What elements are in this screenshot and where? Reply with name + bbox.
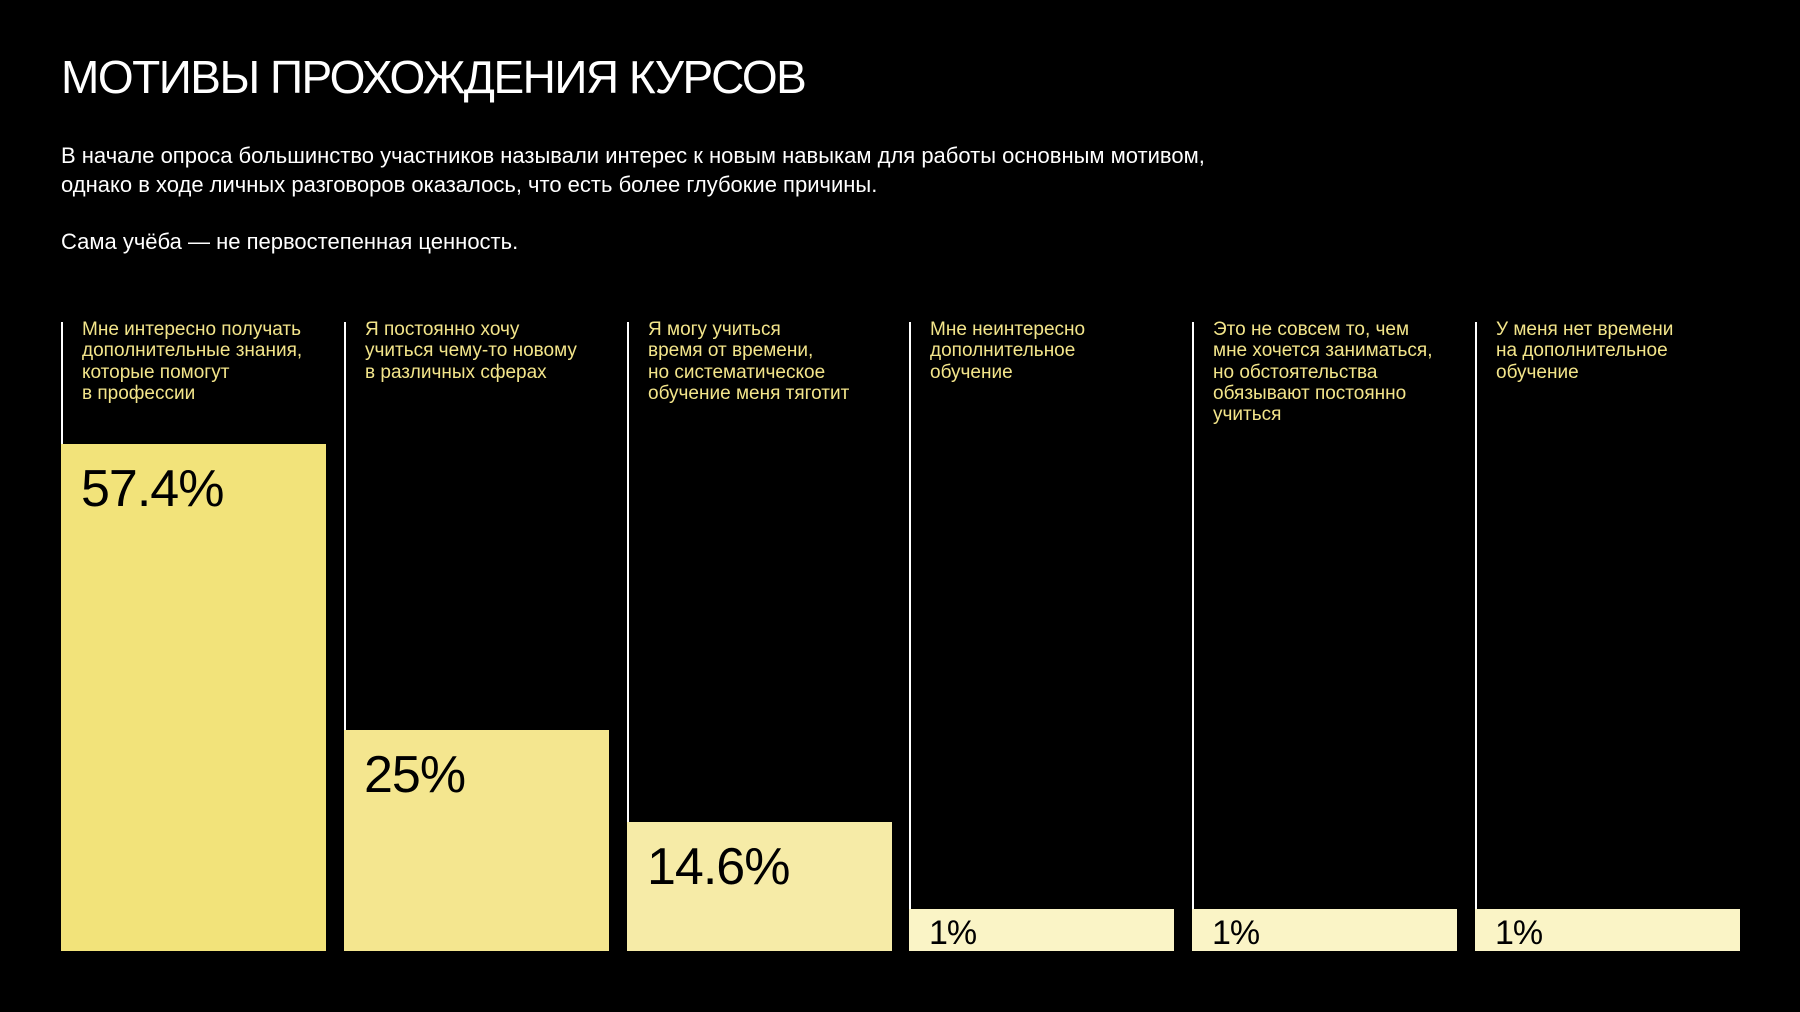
category-label-line: дополнительное — [930, 340, 1076, 362]
category-label-5: Это не совсем то, чем мне хочется занимат… — [1213, 319, 1456, 425]
bar-2 — [344, 730, 609, 951]
category-label-line: Это не совсем то, чем — [1213, 319, 1410, 340]
category-label-2: Я постоянно хочу учиться чему-то новому в … — [365, 319, 608, 383]
category-label-line: Мне интересно получать — [82, 319, 301, 340]
category-label-line: мне хочется заниматься, — [1213, 340, 1433, 362]
category-label-line: У меня нет времени — [1496, 319, 1674, 340]
category-label-3: Я могу учиться время от времени, но систем… — [648, 319, 891, 404]
category-label-line: но обстоятельства — [1213, 361, 1378, 383]
category-label-4: Мне неинтересно дополнительное обучение — [930, 319, 1173, 383]
category-label-6: У меня нет времени на дополнительное обуче… — [1496, 319, 1739, 383]
category-label-line: Мне неинтересно — [930, 319, 1086, 340]
category-label-line: которые помогут — [82, 361, 230, 383]
category-label-line: Я постоянно хочу — [365, 319, 520, 340]
bar-value-label-1: 57.4% — [81, 460, 224, 518]
column-divider-5 — [1192, 322, 1194, 910]
column-divider-1 — [61, 322, 63, 445]
category-label-1: Мне интересно получать дополнительные зна… — [82, 319, 325, 404]
category-label-line: обязывают постоянно — [1213, 382, 1407, 404]
bar-4 — [909, 909, 1174, 951]
category-label-line: время от времени, — [648, 340, 814, 362]
description-paragraph-2: Сама учёба — не первостепенная ценность. — [61, 228, 519, 254]
column-divider-4 — [909, 322, 911, 910]
description-paragraph-1: В начале опроса большинство участников н… — [61, 143, 1205, 197]
bar-value-label-5: 1% — [1212, 914, 1260, 952]
column-divider-3 — [627, 322, 629, 824]
category-label-line: на дополнительное — [1496, 340, 1668, 362]
page-title: МОТИВЫ ПРОХОЖДЕНИЯ КУРСОВ — [61, 51, 807, 103]
category-label-line: учиться — [1213, 404, 1282, 426]
bar-5 — [1192, 909, 1457, 951]
bar-value-label-6: 1% — [1495, 914, 1543, 952]
category-label-line: в профессии — [82, 382, 196, 404]
bar-3 — [627, 822, 892, 951]
category-label-line: обучение меня тяготит — [648, 382, 850, 404]
category-label-line: дополнительные знания, — [82, 340, 303, 362]
column-divider-6 — [1475, 322, 1477, 910]
bar-6 — [1475, 909, 1740, 951]
category-label-line: но систематическое — [648, 361, 826, 383]
category-label-line: обучение — [930, 361, 1013, 383]
column-divider-2 — [344, 322, 346, 732]
description: В начале опроса большинство участников н… — [61, 142, 1261, 256]
bar-value-label-2: 25% — [364, 746, 466, 805]
category-label-line: учиться чему-то новому — [365, 340, 577, 362]
category-label-line: в различных сферах — [365, 361, 547, 383]
category-label-line: Я могу учиться — [648, 319, 781, 340]
bar-value-label-4: 1% — [929, 914, 977, 952]
bar-value-label-3: 14.6% — [647, 838, 790, 897]
bar-1 — [61, 444, 326, 951]
category-label-line: обучение — [1496, 361, 1579, 383]
